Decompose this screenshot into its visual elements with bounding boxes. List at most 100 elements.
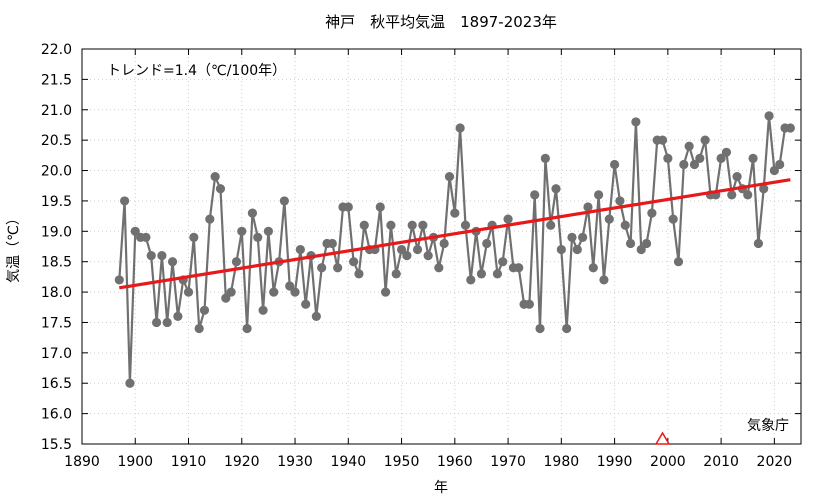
data-point: [514, 263, 524, 273]
y-tick-label: 19.0: [41, 224, 72, 240]
y-tick-label: 17.0: [41, 346, 72, 362]
data-point: [455, 123, 465, 133]
trend-line-group: [119, 178, 791, 290]
x-tick-label: 1970: [490, 454, 526, 470]
data-point: [466, 275, 476, 285]
data-point: [540, 153, 550, 163]
data-point: [556, 244, 566, 255]
data-point: [609, 159, 620, 170]
data-point: [258, 305, 268, 315]
data-point: [183, 287, 194, 297]
data-point: [759, 184, 769, 194]
data-point: [349, 257, 359, 267]
data-point: [263, 226, 274, 236]
data-point: [279, 196, 289, 206]
data-point: [743, 190, 753, 200]
data-point: [732, 172, 742, 182]
data-point: [524, 299, 534, 309]
data-point: [247, 208, 258, 218]
data-point: [333, 263, 343, 273]
data-point: [476, 269, 487, 279]
data-point: [764, 111, 774, 121]
data-point: [242, 323, 252, 334]
y-tick-label: 20.0: [41, 164, 72, 180]
data-point: [578, 232, 588, 242]
data-point: [221, 293, 231, 303]
data-point: [615, 196, 625, 206]
data-point: [386, 220, 396, 230]
data-point: [317, 263, 327, 273]
data-point: [439, 238, 449, 249]
data-point: [647, 208, 657, 218]
data-point: [301, 299, 311, 309]
data-series: [114, 111, 795, 388]
data-point: [146, 251, 156, 261]
data-point: [684, 141, 694, 151]
marker-group: [654, 431, 671, 445]
trend-line: [119, 178, 791, 290]
data-point: [695, 153, 705, 163]
data-point: [599, 275, 609, 285]
data-point: [641, 238, 652, 249]
data-point: [604, 214, 614, 224]
data-point: [721, 147, 732, 157]
data-point: [343, 202, 353, 212]
data-point: [567, 232, 577, 242]
data-point: [391, 269, 401, 279]
data-point: [673, 257, 684, 267]
y-tick-label: 21.5: [41, 72, 72, 88]
data-point: [269, 287, 279, 297]
plot-frame: [81, 48, 802, 445]
data-point: [636, 244, 646, 255]
data-point: [290, 287, 300, 297]
data-point: [285, 281, 295, 291]
data-point: [785, 123, 795, 133]
data-point: [215, 184, 226, 194]
data-point: [753, 238, 763, 249]
data-point: [444, 172, 455, 182]
data-point: [141, 232, 151, 242]
data-point: [151, 317, 162, 328]
data-point: [727, 190, 737, 200]
data-point: [189, 232, 199, 242]
y-tick-label: 18.5: [41, 255, 72, 271]
data-point: [551, 184, 561, 194]
data-point: [689, 159, 700, 170]
data-point: [572, 244, 582, 255]
data-point: [354, 269, 364, 279]
source-label: 気象庁: [747, 418, 789, 434]
data-point: [226, 287, 236, 297]
y-tick-label: 17.5: [41, 315, 72, 331]
data-point: [583, 202, 593, 212]
x-tick-label: 1960: [437, 454, 473, 470]
data-point: [114, 275, 124, 285]
data-point: [460, 220, 471, 230]
data-point: [775, 159, 785, 170]
x-tick-label: 1890: [64, 454, 100, 470]
y-axis-ticks: 15.5 16.0 16.5 17.0 17.5 18.0 18.5 19.0 19.5 20.0…: [41, 42, 801, 453]
data-point: [231, 257, 242, 267]
data-point: [588, 263, 598, 273]
data-point: [295, 244, 305, 255]
data-point: [125, 378, 135, 388]
data-point: [434, 263, 444, 273]
chart-title: 神戸 秋平均気温 1897-2023年: [325, 13, 557, 31]
data-point: [450, 208, 460, 218]
y-tick-label: 18.0: [41, 285, 72, 301]
data-point: [657, 135, 668, 145]
data-point: [157, 251, 167, 261]
data-point: [418, 220, 428, 230]
data-point: [562, 323, 572, 334]
data-point: [412, 244, 423, 255]
data-point: [130, 226, 140, 236]
data-point: [199, 305, 210, 315]
data-point: [594, 190, 604, 200]
data-point: [210, 172, 220, 182]
data-point: [668, 214, 678, 224]
data-point: [492, 269, 503, 279]
y-tick-label: 21.0: [41, 103, 72, 119]
data-point: [120, 196, 130, 206]
x-tick-label: 2000: [650, 454, 686, 470]
data-point: [530, 190, 540, 200]
